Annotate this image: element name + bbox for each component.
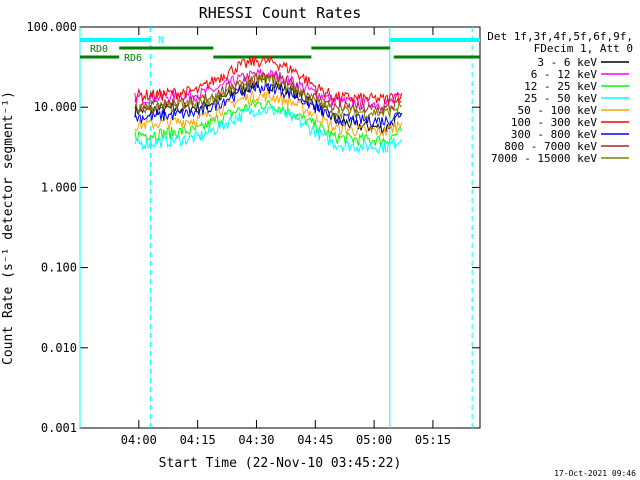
y-tick-label: 100.000 <box>26 20 77 34</box>
legend-label: 6 - 12 keV <box>531 68 598 81</box>
y-tick-label: 0.010 <box>41 341 77 355</box>
x-axis-label: Start Time (22-Nov-10 03:45:22) <box>159 456 402 471</box>
legend-header-line1: Det 1f,3f,4f,5f,6f,9f, <box>487 30 633 43</box>
x-tick-label: 04:15 <box>180 433 216 447</box>
legend-label: 25 - 50 keV <box>524 92 597 105</box>
x-tick-label: 05:15 <box>415 433 451 447</box>
legend-label: 12 - 25 keV <box>524 80 597 93</box>
series-line <box>134 82 403 128</box>
chart-title: RHESSI Count Rates <box>199 4 362 22</box>
y-tick-label: 0.100 <box>41 261 77 275</box>
series-line <box>134 74 402 121</box>
x-tick-label: 04:00 <box>121 433 157 447</box>
y-tick-label: 1.000 <box>41 180 77 194</box>
legend-label: 300 - 800 keV <box>511 128 597 141</box>
series-line <box>134 55 403 105</box>
y-axis-label: Count Rate (s⁻¹ detector segment⁻¹) <box>1 91 16 365</box>
rd6-label: RD6 <box>124 53 142 64</box>
series-line <box>134 98 403 148</box>
y-tick-label: 10.000 <box>34 100 77 114</box>
legend-header-line2: FDecim 1, Att 0 <box>534 42 633 55</box>
legend-label: 800 - 7000 keV <box>504 140 597 153</box>
footer-date: 17-Oct-2021 09:46 <box>554 469 636 478</box>
x-tick-label: 04:30 <box>238 433 274 447</box>
x-tick-label: 05:00 <box>356 433 392 447</box>
series-line <box>134 90 403 138</box>
axis-ticks: 0.001 0.010 0.100 1.000 10.000 100.000 04:00 04… <box>26 20 480 447</box>
series-lines <box>134 55 403 155</box>
legend-label: 100 - 300 keV <box>511 116 597 129</box>
legend-label: 7000 - 15000 keV <box>491 152 597 165</box>
x-tick-label: 04:45 <box>297 433 333 447</box>
night-label: N <box>158 35 164 46</box>
legend-label: 50 - 100 keV <box>518 104 598 117</box>
y-tick-label: 0.001 <box>41 421 77 435</box>
series-line <box>134 105 403 155</box>
legend-label: 3 - 6 keV <box>537 56 597 69</box>
rd0-label: RD0 <box>90 44 108 55</box>
